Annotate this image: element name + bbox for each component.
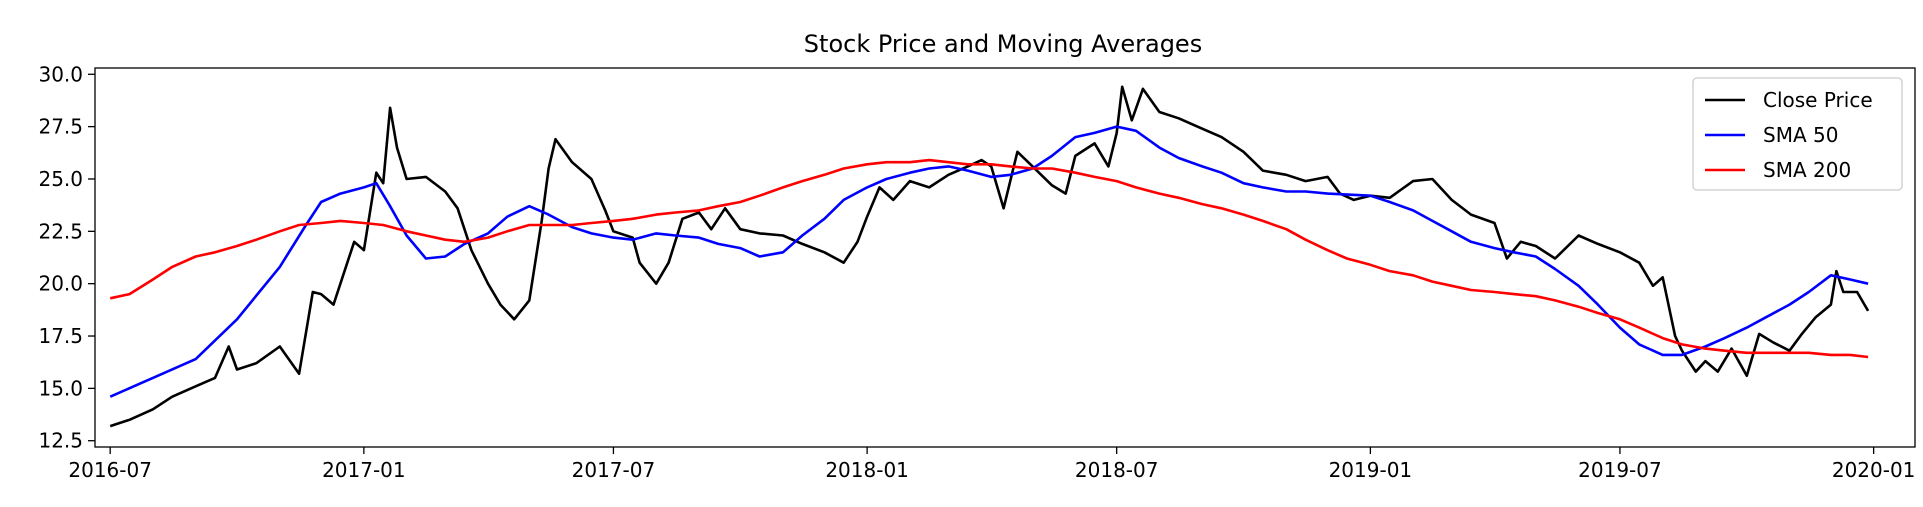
y-tick-label: 17.5 [38,324,83,348]
x-tick-label: 2017-07 [572,458,656,482]
x-tick-label: 2019-07 [1578,458,1662,482]
legend-label-sma-50: SMA 50 [1763,123,1838,147]
plot-frame [94,67,1916,448]
y-tick-label: 25.0 [38,167,83,191]
y-tick-label: 12.5 [38,429,83,453]
axes: 12.5 15.0 17.5 20.0 22.5 25.0 27.5 30.0 2016-07 2… [38,62,1916,482]
x-tick-label: 2018-01 [825,458,909,482]
y-tick-label: 22.5 [38,219,83,243]
series-line-sma-200 [109,158,1869,359]
x-tick-label: 2020-01 [1832,458,1916,482]
legend-label-sma-200: SMA 200 [1763,158,1851,182]
x-tick-label: 2016-07 [68,458,152,482]
x-tick-label: 2018-07 [1075,458,1159,482]
legend-label-close-price: Close Price [1763,88,1873,112]
plot-area [109,85,1870,428]
series-line-close-price [109,85,1870,428]
chart-title: Stock Price and Moving Averages [804,30,1202,58]
y-tick-label: 20.0 [38,272,83,296]
x-tick-label: 2019-01 [1329,458,1413,482]
x-tick-label: 2017-01 [322,458,406,482]
y-tick-label: 15.0 [38,376,83,400]
legend-box [1692,77,1903,191]
legend: Close Price SMA 50 SMA 200 [1692,77,1903,191]
y-tick-label: 27.5 [38,115,83,139]
series-line-sma-50 [109,125,1869,398]
y-tick-label: 30.0 [38,62,83,86]
